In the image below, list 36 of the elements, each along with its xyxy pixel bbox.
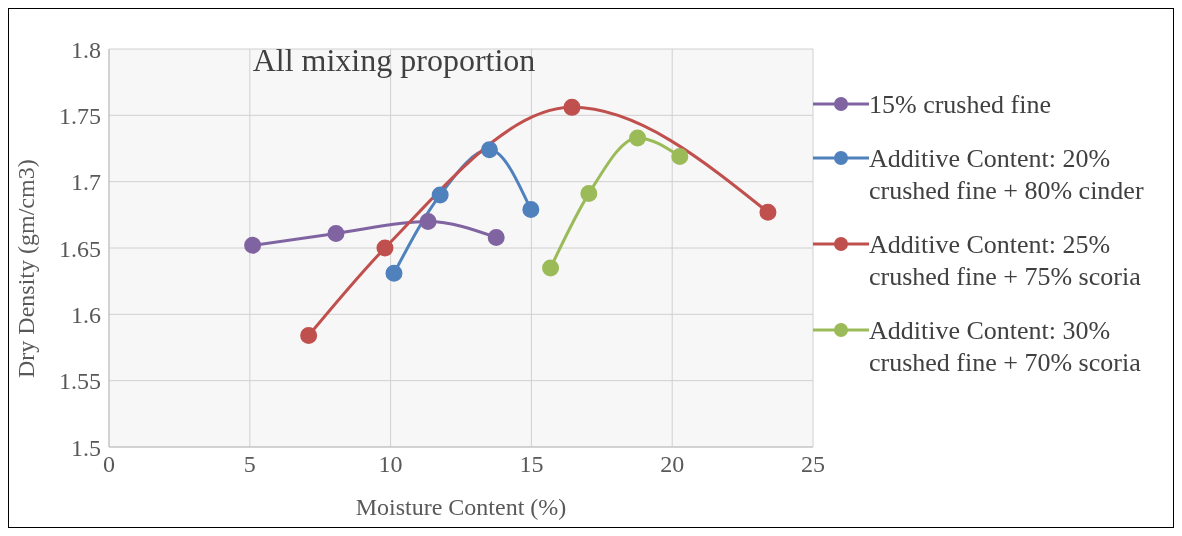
legend-label: Additive Content: 30% crushed fine + 70% scoria bbox=[869, 315, 1142, 379]
x-axis-title: Moisture Content (%) bbox=[355, 494, 567, 520]
y-tick-label: 1.5 bbox=[71, 434, 101, 461]
point bbox=[671, 147, 689, 165]
x-tick-label: 20 bbox=[660, 451, 685, 478]
x-tick-label: 5 bbox=[243, 451, 256, 478]
point bbox=[385, 264, 403, 282]
x-tick-label: 0 bbox=[103, 451, 115, 478]
y-tick-label: 1.6 bbox=[71, 301, 101, 328]
legend-label: Additive Content: 25% crushed fine + 75% scoria bbox=[869, 229, 1142, 293]
point bbox=[759, 203, 777, 221]
x-tick-label: 10 bbox=[378, 451, 403, 478]
point bbox=[327, 224, 345, 242]
point bbox=[244, 236, 262, 254]
y-axis-title: Dry Density (gm/cm3) bbox=[12, 159, 39, 378]
point bbox=[480, 141, 498, 159]
point bbox=[580, 185, 598, 203]
legend-label: 15% crushed fine bbox=[869, 89, 1051, 121]
point bbox=[542, 259, 560, 277]
point bbox=[487, 228, 505, 246]
chart-title: All mixing proportion bbox=[252, 42, 536, 78]
point bbox=[563, 98, 581, 116]
y-tick-label: 1.7 bbox=[71, 169, 101, 196]
x-tick-label: 25 bbox=[801, 451, 825, 478]
point bbox=[629, 129, 647, 147]
point bbox=[300, 327, 318, 345]
legend-label: Additive Content: 20% crushed fine + 80% cinder bbox=[869, 143, 1145, 207]
point bbox=[376, 239, 394, 257]
point bbox=[419, 212, 437, 230]
x-tick-label: 15 bbox=[519, 451, 544, 478]
point bbox=[431, 186, 449, 204]
point bbox=[522, 201, 540, 219]
y-tick-label: 1.55 bbox=[59, 368, 101, 395]
y-tick-label: 1.8 bbox=[71, 36, 101, 63]
y-tick-label: 1.65 bbox=[59, 235, 101, 262]
y-tick-label: 1.75 bbox=[59, 102, 101, 129]
